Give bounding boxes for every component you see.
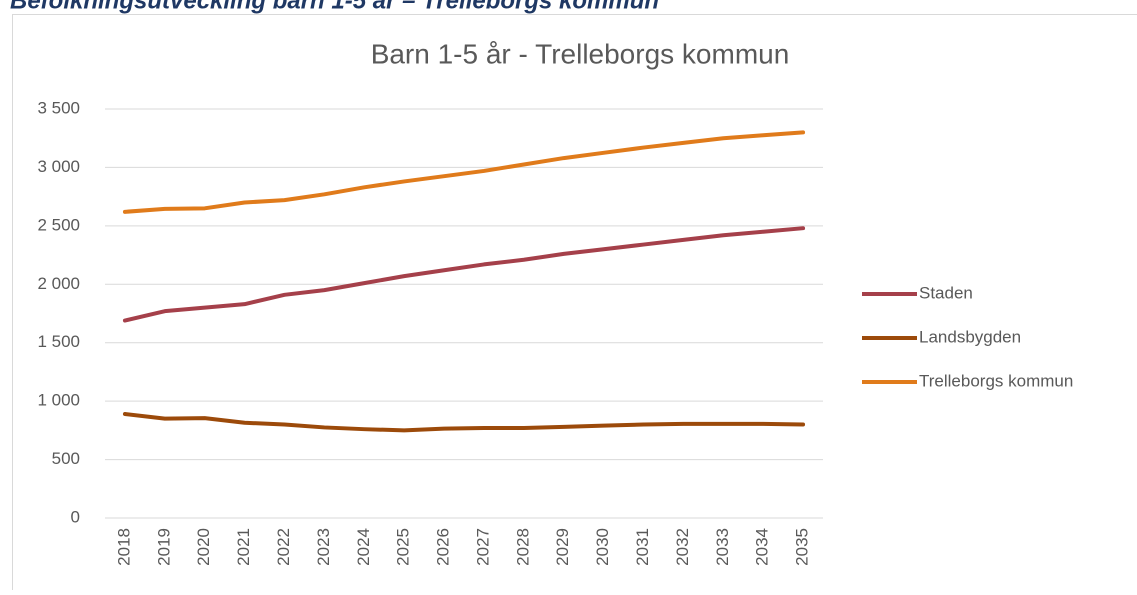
x-tick-label: 2024 xyxy=(354,528,373,566)
x-tick-label: 2032 xyxy=(673,528,692,566)
legend-label: Landsbygden xyxy=(919,327,1021,346)
x-tick-label: 2018 xyxy=(114,528,133,566)
x-tick-label: 2029 xyxy=(553,528,572,566)
x-tick-label: 2019 xyxy=(154,528,173,566)
x-tick-label: 2031 xyxy=(633,528,652,566)
y-tick-label: 1 000 xyxy=(37,391,80,410)
x-tick-label: 2033 xyxy=(713,528,732,566)
x-tick-label: 2028 xyxy=(513,528,532,566)
y-tick-label: 2 000 xyxy=(37,274,80,293)
page-heading: Befolkningsutveckling barn 1-5 år – Trel… xyxy=(10,0,659,14)
x-tick-label: 2030 xyxy=(593,528,612,566)
x-tick-label: 2034 xyxy=(753,528,772,566)
legend-label: Staden xyxy=(919,283,973,302)
y-tick-label: 2 500 xyxy=(37,215,80,234)
x-tick-label: 2020 xyxy=(194,528,213,566)
x-tick-label: 2021 xyxy=(234,528,253,566)
y-tick-label: 3 500 xyxy=(37,98,80,117)
x-tick-label: 2025 xyxy=(394,528,413,566)
x-tick-label: 2026 xyxy=(434,528,453,566)
x-tick-label: 2023 xyxy=(314,528,333,566)
y-tick-label: 500 xyxy=(52,449,80,468)
y-tick-label: 1 500 xyxy=(37,332,80,351)
legend-label: Trelleborgs kommun xyxy=(919,371,1073,390)
series-line xyxy=(125,132,803,211)
series-line xyxy=(125,228,803,320)
x-tick-label: 2027 xyxy=(473,528,492,566)
series-line xyxy=(125,414,803,430)
y-tick-label: 0 xyxy=(71,507,80,526)
y-tick-label: 3 000 xyxy=(37,157,80,176)
x-tick-label: 2035 xyxy=(793,528,812,566)
chart-title: Barn 1-5 år - Trelleborgs kommun xyxy=(371,38,790,69)
x-tick-label: 2022 xyxy=(274,528,293,566)
